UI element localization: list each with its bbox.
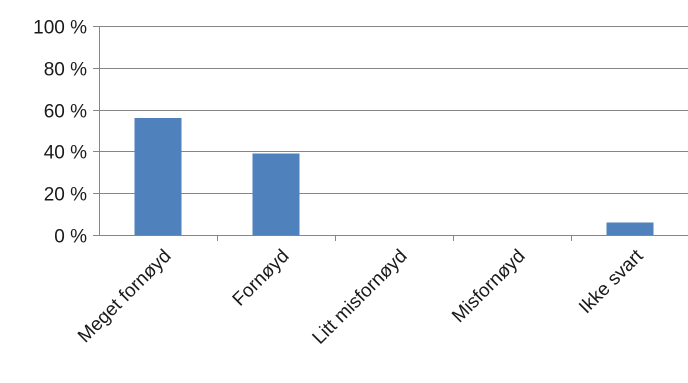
y-tick-label: 80 %: [44, 60, 87, 81]
gridlines: [99, 26, 688, 194]
category-label: Misfornøyd: [448, 246, 529, 327]
category-label: Litt misfornøyd: [309, 246, 412, 349]
y-tick-labels: 0 % 20 % 40 % 60 % 80 % 100 %: [33, 18, 87, 248]
category-label: Ikke svart: [575, 245, 648, 318]
bar-0: [134, 118, 182, 235]
bars: [134, 118, 654, 235]
category-label: Fornøyd: [229, 246, 294, 311]
y-tick-label: 40 %: [44, 143, 87, 164]
y-tick-label: 100 %: [33, 18, 87, 39]
y-tick-label: 20 %: [44, 185, 87, 206]
axes: [93, 26, 688, 241]
category-labels: Meget fornøyd Fornøyd Litt misfornøyd Misfo…: [74, 245, 648, 348]
bar-4: [606, 222, 654, 235]
y-tick-label: 60 %: [44, 102, 87, 123]
category-label: Meget fornøyd: [74, 246, 175, 347]
y-tick-label: 0 %: [54, 227, 87, 248]
bar-1: [252, 153, 300, 235]
